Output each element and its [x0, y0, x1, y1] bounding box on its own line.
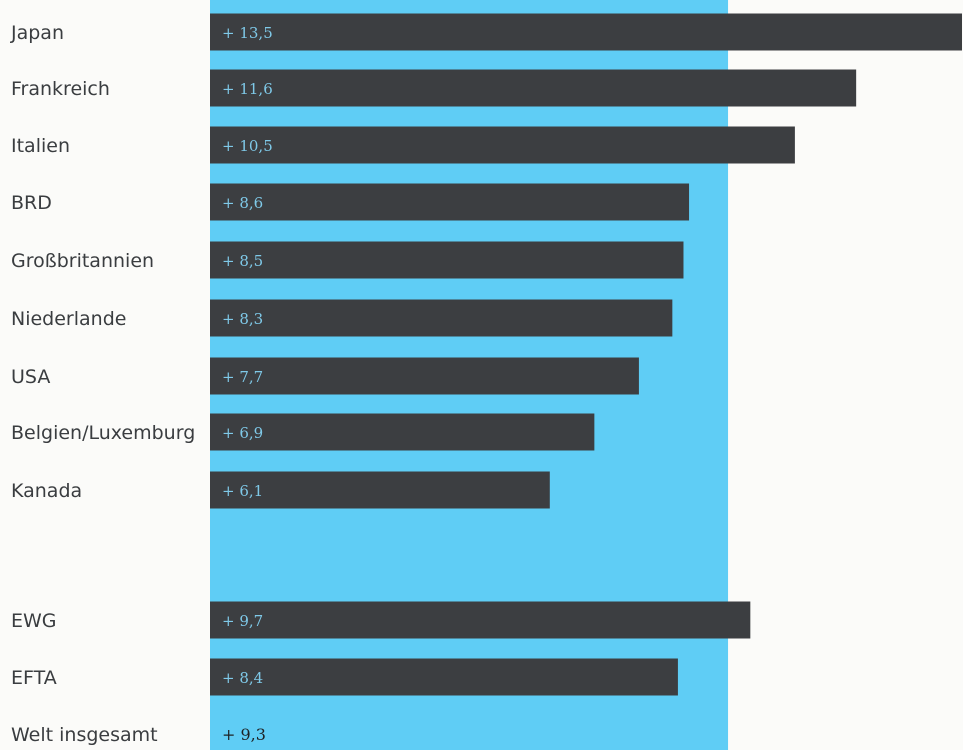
- bar-japan: [210, 13, 962, 51]
- bar-brd: [210, 183, 690, 221]
- bar-kanada: [210, 471, 550, 509]
- bar-italien: [210, 126, 795, 164]
- bar-niederlande: [210, 299, 673, 337]
- value-label-usa: + 7,7: [222, 368, 263, 386]
- bar-ewg: [210, 601, 751, 639]
- bar-frankreich: [210, 69, 857, 107]
- category-label-brd: BRD: [11, 192, 52, 214]
- category-label-efta: EFTA: [11, 667, 57, 689]
- value-label-belgien-luxemburg: + 6,9: [222, 424, 263, 442]
- bars-group: [210, 13, 962, 696]
- bar-usa: [210, 357, 639, 395]
- value-label-frankreich: + 11,6: [222, 80, 273, 98]
- category-label-welt-insgesamt: Welt insgesamt: [11, 724, 158, 746]
- value-label-efta: + 8,4: [222, 669, 263, 687]
- category-label-ewg: EWG: [11, 610, 57, 632]
- value-label-großbritannien: + 8,5: [222, 252, 263, 270]
- bar-großbritannien: [210, 241, 684, 279]
- value-label-niederlande: + 8,3: [222, 310, 263, 328]
- category-label-usa: USA: [11, 366, 50, 388]
- value-label-ewg: + 9,7: [222, 612, 263, 630]
- category-label-niederlande: Niederlande: [11, 308, 126, 330]
- category-label-japan: Japan: [10, 22, 64, 44]
- bar-efta: [210, 658, 678, 696]
- bar-belgien-luxemburg: [210, 413, 595, 451]
- category-label-kanada: Kanada: [11, 480, 82, 502]
- value-label-brd: + 8,6: [222, 194, 263, 212]
- category-labels-group: Japan Frankreich Italien BRD Großbritannien N…: [10, 22, 195, 746]
- category-label-italien: Italien: [11, 135, 70, 157]
- value-labels-group: + 13,5 + 11,6 + 10,5 + 8,6 + 8,5 + 8,3 + 7,7 + …: [222, 24, 273, 744]
- value-label-welt-insgesamt: + 9,3: [222, 725, 266, 744]
- category-label-belgien-luxemburg: Belgien/Luxemburg: [11, 422, 195, 444]
- value-label-kanada: + 6,1: [222, 482, 263, 500]
- value-label-italien: + 10,5: [222, 137, 273, 155]
- category-label-großbritannien: Großbritannien: [11, 250, 154, 272]
- value-label-japan: + 13,5: [222, 24, 273, 42]
- category-label-frankreich: Frankreich: [11, 78, 110, 100]
